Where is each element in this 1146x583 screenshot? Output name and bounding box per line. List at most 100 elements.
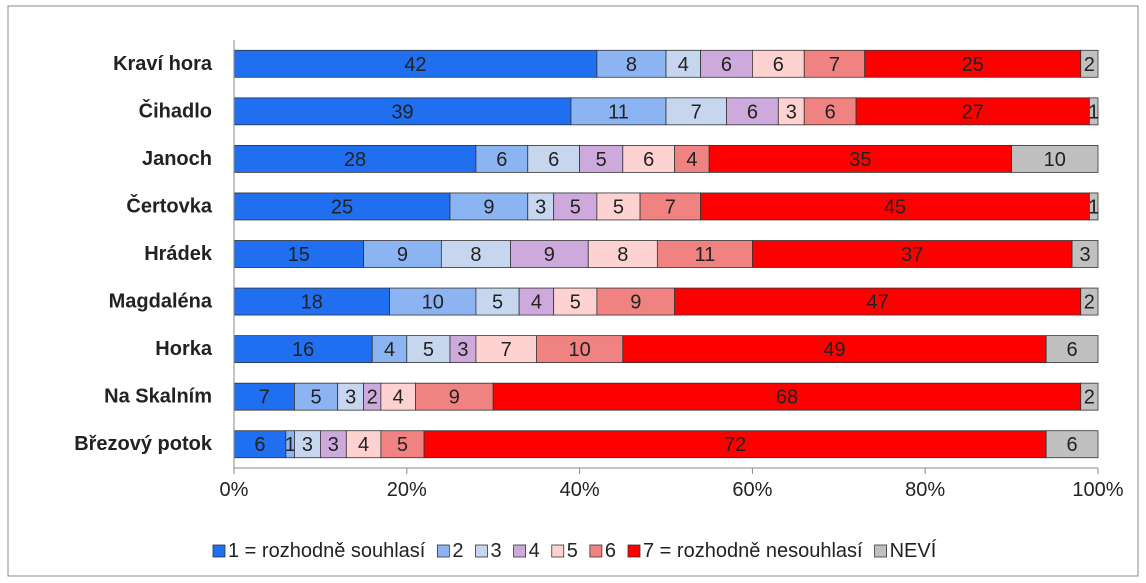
data-label: 72 — [724, 434, 746, 456]
data-label: 9 — [483, 196, 494, 218]
y-tick-label: Čertovka — [126, 193, 212, 217]
bar-segment — [475, 335, 537, 364]
legend-label: 6 — [605, 540, 616, 562]
data-label: 7 — [665, 196, 676, 218]
data-label: 2 — [1084, 292, 1095, 314]
data-label: 3 — [302, 434, 313, 456]
bar-segment — [380, 430, 425, 459]
data-label: 25 — [962, 54, 984, 76]
data-label: 42 — [404, 54, 426, 76]
data-label: 8 — [626, 54, 637, 76]
y-tick-label: Březový potok — [74, 433, 213, 455]
bar-segment — [233, 192, 451, 221]
bar-segment — [587, 240, 658, 268]
data-label: 5 — [492, 292, 503, 314]
bar-segment — [622, 335, 1047, 364]
bar-segment — [639, 192, 701, 221]
bar-segment — [319, 430, 347, 459]
bar-segment — [510, 240, 589, 268]
data-label: 47 — [867, 292, 889, 314]
data-label: 4 — [531, 292, 542, 314]
data-label: 4 — [384, 339, 395, 361]
bar-segment — [700, 49, 753, 78]
data-label: 3 — [457, 339, 468, 361]
bar-segment — [380, 382, 416, 411]
data-label: 6 — [643, 149, 654, 171]
bar-segment — [726, 97, 779, 126]
bar-segment — [1011, 144, 1099, 173]
bar-segment — [579, 144, 624, 173]
x-tick-label: 20% — [387, 479, 427, 501]
data-label: 8 — [617, 244, 628, 266]
data-label: 9 — [397, 244, 408, 266]
data-label: 9 — [544, 244, 555, 266]
data-label: 11 — [608, 101, 629, 123]
data-label: 5 — [570, 196, 581, 218]
data-label: 7 — [691, 101, 702, 123]
data-label: 6 — [548, 149, 559, 171]
data-label: 3 — [535, 196, 546, 218]
legend-label: 1 = rozhodně souhlasí — [228, 540, 426, 562]
bar-segment — [596, 49, 667, 78]
data-label: 1 — [285, 434, 296, 456]
bar-segment — [406, 335, 451, 364]
bar-segment — [233, 49, 598, 78]
data-label: 4 — [358, 434, 369, 456]
x-tick-label: 0% — [220, 479, 249, 501]
data-label: 5 — [596, 149, 607, 171]
data-label: 10 — [1044, 149, 1066, 171]
data-label: 6 — [496, 149, 507, 171]
data-label: 4 — [393, 387, 404, 409]
bar-segment — [803, 97, 857, 126]
data-label: 6 — [1067, 434, 1078, 456]
data-label: 39 — [391, 101, 413, 123]
legend-swatch — [627, 544, 641, 558]
bar-segment — [415, 382, 494, 411]
legend-label: 7 = rozhodně nesouhlasí — [643, 540, 863, 562]
data-label: 6 — [1067, 339, 1078, 361]
legend-swatch — [436, 544, 450, 558]
data-label: 2 — [367, 387, 378, 409]
bar-segment — [596, 192, 641, 221]
legend-label: 5 — [567, 540, 578, 562]
data-label: 5 — [613, 196, 624, 218]
bar-segment — [855, 97, 1090, 126]
data-label: 6 — [747, 101, 758, 123]
bar-segment — [1088, 97, 1099, 126]
data-label: 68 — [776, 387, 798, 409]
bar-segment — [475, 144, 529, 173]
bar-segment — [345, 430, 382, 459]
data-label: 1 — [1088, 196, 1099, 218]
bar-segment — [527, 192, 555, 221]
data-label: 3 — [786, 101, 797, 123]
data-label: 2 — [1084, 54, 1095, 76]
bar-segment — [665, 97, 727, 126]
data-label: 8 — [470, 244, 481, 266]
x-tick-label: 80% — [905, 479, 945, 501]
bar-segment — [1088, 192, 1099, 221]
data-label: 6 — [721, 54, 732, 76]
bar-segment — [1080, 382, 1099, 411]
data-label: 9 — [630, 292, 641, 314]
legend-label: 4 — [529, 540, 540, 562]
bar-segment — [527, 144, 581, 173]
data-label: 7 — [259, 387, 270, 409]
bar-segment — [536, 335, 624, 364]
x-tick-label: 40% — [560, 479, 600, 501]
bar-segment — [423, 430, 1047, 459]
y-tick-label: Čihadlo — [139, 98, 212, 122]
x-tick-label: 60% — [732, 479, 772, 501]
data-label: 45 — [884, 196, 906, 218]
data-label: 9 — [449, 387, 460, 409]
bar-segment — [622, 144, 676, 173]
bar-segment — [752, 49, 805, 78]
bar-segment — [1045, 430, 1099, 459]
bar-segment — [553, 287, 598, 316]
legend-label: 2 — [452, 540, 463, 562]
data-label: 3 — [345, 387, 356, 409]
data-label: 6 — [825, 101, 836, 123]
bar-segment — [570, 97, 667, 126]
bar-segment — [1080, 287, 1099, 316]
bar-segment — [752, 240, 1073, 268]
